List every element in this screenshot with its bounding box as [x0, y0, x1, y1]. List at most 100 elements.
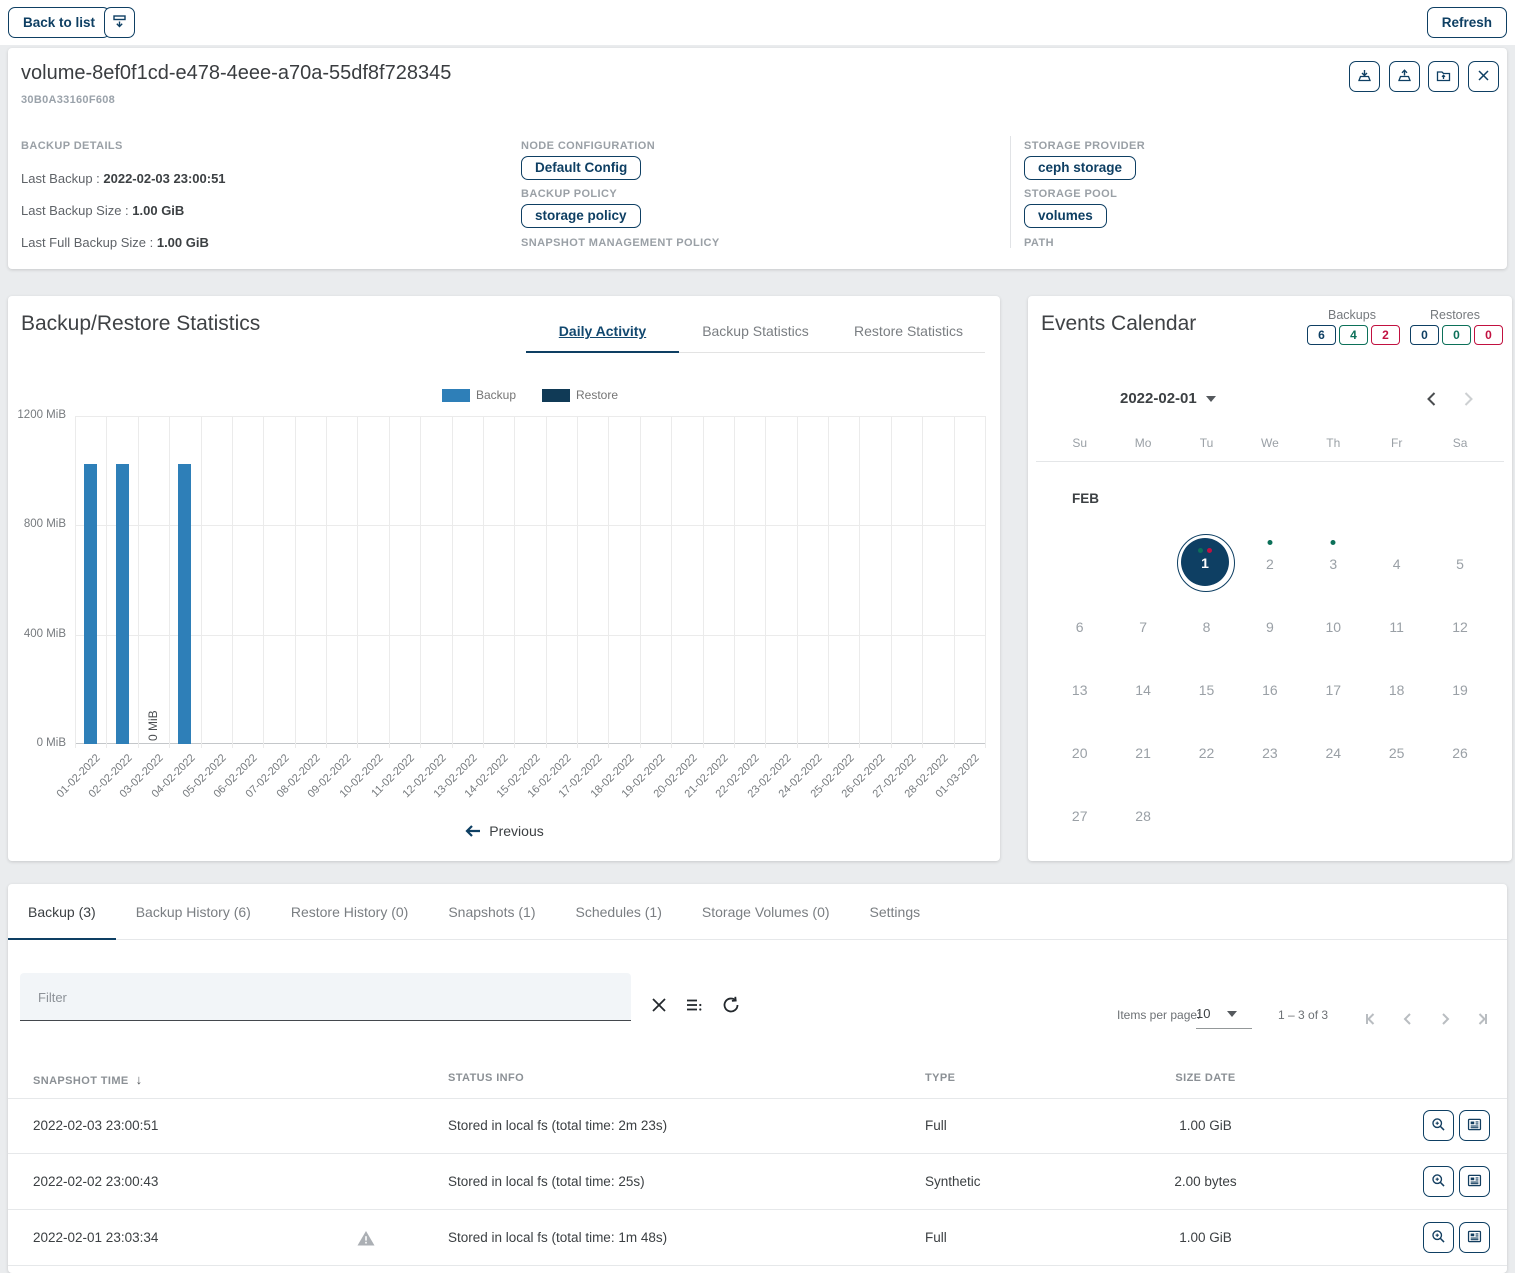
- tab-backup-3[interactable]: Backup (3): [8, 884, 116, 940]
- calendar-day-6[interactable]: 6: [1048, 595, 1111, 658]
- calendar-day-16[interactable]: 16: [1238, 658, 1301, 721]
- export-backup-button[interactable]: [1428, 61, 1459, 92]
- calendar-day-5[interactable]: 5: [1428, 532, 1491, 595]
- calendar-day-22[interactable]: 22: [1175, 722, 1238, 785]
- chart-legend: Backup Restore: [75, 388, 985, 402]
- calendar-day-15[interactable]: 15: [1175, 658, 1238, 721]
- inspect-backup-button[interactable]: [1423, 1166, 1454, 1197]
- items-per-page-select[interactable]: 10: [1196, 1006, 1252, 1029]
- backup-log-button[interactable]: [1459, 1166, 1490, 1197]
- legend-item-restore[interactable]: Restore: [542, 388, 618, 402]
- backup-log-button[interactable]: [1459, 1110, 1490, 1141]
- refresh-button[interactable]: Refresh: [1426, 7, 1507, 38]
- legend-label: Restore: [576, 388, 619, 402]
- backup-now-button[interactable]: [1349, 61, 1380, 92]
- clear-filter-button[interactable]: [648, 994, 670, 1016]
- cell-type: Synthetic: [925, 1173, 981, 1189]
- tab-restore-history-0[interactable]: Restore History (0): [290, 903, 409, 920]
- storage-pool-chip[interactable]: volumes: [1024, 204, 1107, 228]
- calendar-day-20[interactable]: 20: [1048, 722, 1111, 785]
- close-details-button[interactable]: [1468, 61, 1499, 92]
- restore-button[interactable]: [1389, 61, 1420, 92]
- column-header-size-date[interactable]: SIZE DATE: [1148, 1072, 1263, 1084]
- back-to-list-button[interactable]: Back to list: [8, 7, 111, 38]
- chart-gridline: [420, 416, 422, 748]
- tab-backup-history-6[interactable]: Backup History (6): [135, 903, 251, 920]
- items-per-page-value: 10: [1196, 1006, 1211, 1021]
- scroll-to-details-button[interactable]: [104, 7, 135, 38]
- calendar-day-9[interactable]: 9: [1238, 595, 1301, 658]
- calendar-week-row: 13 14 15 16 17 18 19: [1048, 658, 1492, 721]
- storage-provider-chip[interactable]: ceph storage: [1024, 156, 1137, 180]
- calendar-day-11[interactable]: 11: [1365, 595, 1428, 658]
- chart-gridline: [890, 416, 892, 748]
- calendar-day-18[interactable]: 18: [1365, 658, 1428, 721]
- backup-detail-row: Last Full Backup Size : 1.00 GiB: [21, 235, 226, 250]
- calendar-day-21[interactable]: 21: [1111, 722, 1174, 785]
- calendar-day-26[interactable]: 26: [1428, 722, 1491, 785]
- backup-log-button[interactable]: [1459, 1222, 1490, 1253]
- calendar-day-3[interactable]: 3: [1302, 532, 1365, 595]
- last-page-button[interactable]: [1469, 1007, 1493, 1031]
- detail-label: Last Backup Size :: [21, 203, 133, 218]
- calendar-date-select[interactable]: 2022-02-01: [1120, 390, 1216, 407]
- calendar-day-1[interactable]: 1: [1175, 532, 1238, 595]
- first-page-button[interactable]: [1360, 1007, 1384, 1031]
- chevron-down-icon: [1227, 1010, 1238, 1017]
- calendar-day-12[interactable]: 12: [1428, 595, 1491, 658]
- chart-gridline: [859, 416, 861, 748]
- column-header-snapshot-time[interactable]: SNAPSHOT TIME ↓: [33, 1072, 143, 1087]
- calendar-day-13[interactable]: 13: [1048, 658, 1111, 721]
- next-page-button[interactable]: [1433, 1007, 1457, 1031]
- calendar-day-28[interactable]: 28: [1111, 785, 1174, 848]
- day-number: 19: [1452, 681, 1468, 698]
- calendar-next-button[interactable]: [1456, 387, 1480, 411]
- inspect-backup-button[interactable]: [1423, 1222, 1454, 1253]
- backups-badge-red: 2: [1371, 325, 1400, 345]
- chart-gridline: [796, 416, 798, 748]
- report-icon: [1466, 1228, 1483, 1248]
- calendar-day-19[interactable]: 19: [1428, 658, 1491, 721]
- legend-item-backup[interactable]: Backup: [441, 388, 516, 402]
- calendar-week-row: 6 7 8 9 10 11 12: [1048, 595, 1492, 658]
- table-row: 2022-02-02 23:00:43 Stored in local fs (t…: [8, 1154, 1507, 1210]
- tab-daily-activity[interactable]: Daily Activity: [526, 314, 679, 353]
- tab-restore-statistics[interactable]: Restore Statistics: [854, 323, 963, 339]
- archive-up-icon: [1396, 67, 1413, 87]
- calendar-day-8[interactable]: 8: [1175, 595, 1238, 658]
- tab-storage-volumes-0[interactable]: Storage Volumes (0): [701, 903, 830, 920]
- previous-period-link[interactable]: Previous: [8, 823, 1000, 839]
- backup-policy-chip[interactable]: storage policy: [521, 204, 641, 228]
- column-header-type[interactable]: TYPE: [925, 1072, 955, 1084]
- filter-input[interactable]: [36, 973, 610, 1021]
- tab-settings[interactable]: Settings: [869, 903, 921, 920]
- calendar-day-4[interactable]: 4: [1365, 532, 1428, 595]
- day-number: 13: [1071, 681, 1088, 698]
- inspect-backup-button[interactable]: [1423, 1110, 1454, 1141]
- backup-detail-row: Last Backup : 2022-02-03 23:00:51: [21, 171, 226, 186]
- calendar-day-10[interactable]: 10: [1302, 595, 1365, 658]
- calendar-day-7[interactable]: 7: [1111, 595, 1174, 658]
- calendar-day-14[interactable]: 14: [1111, 658, 1174, 721]
- reload-table-button[interactable]: [720, 994, 742, 1016]
- column-header-status-info[interactable]: STATUS INFO: [448, 1072, 524, 1084]
- node-config-chip[interactable]: Default Config: [521, 156, 642, 180]
- calendar-day-25[interactable]: 25: [1365, 722, 1428, 785]
- tab-backup-statistics[interactable]: Backup Statistics: [702, 323, 809, 339]
- column-options-button[interactable]: [683, 994, 705, 1016]
- tab-schedules-1[interactable]: Schedules (1): [575, 903, 662, 920]
- backups-badge-navy: 6: [1307, 325, 1336, 345]
- calendar-day-23[interactable]: 23: [1238, 722, 1301, 785]
- event-dots: [1330, 539, 1336, 545]
- previous-page-button[interactable]: [1396, 1007, 1420, 1031]
- chart-gridline: [357, 416, 359, 748]
- backup-details-heading: BACKUP DETAILS: [21, 140, 123, 152]
- calendar-day-17[interactable]: 17: [1302, 658, 1365, 721]
- detail-label: Last Backup :: [21, 171, 104, 186]
- chart-gridline: [953, 416, 955, 748]
- calendar-prev-button[interactable]: [1420, 387, 1444, 411]
- calendar-day-24[interactable]: 24: [1302, 722, 1365, 785]
- calendar-day-27[interactable]: 27: [1048, 785, 1111, 848]
- tab-snapshots-1[interactable]: Snapshots (1): [448, 903, 536, 920]
- calendar-day-2[interactable]: 2: [1238, 532, 1301, 595]
